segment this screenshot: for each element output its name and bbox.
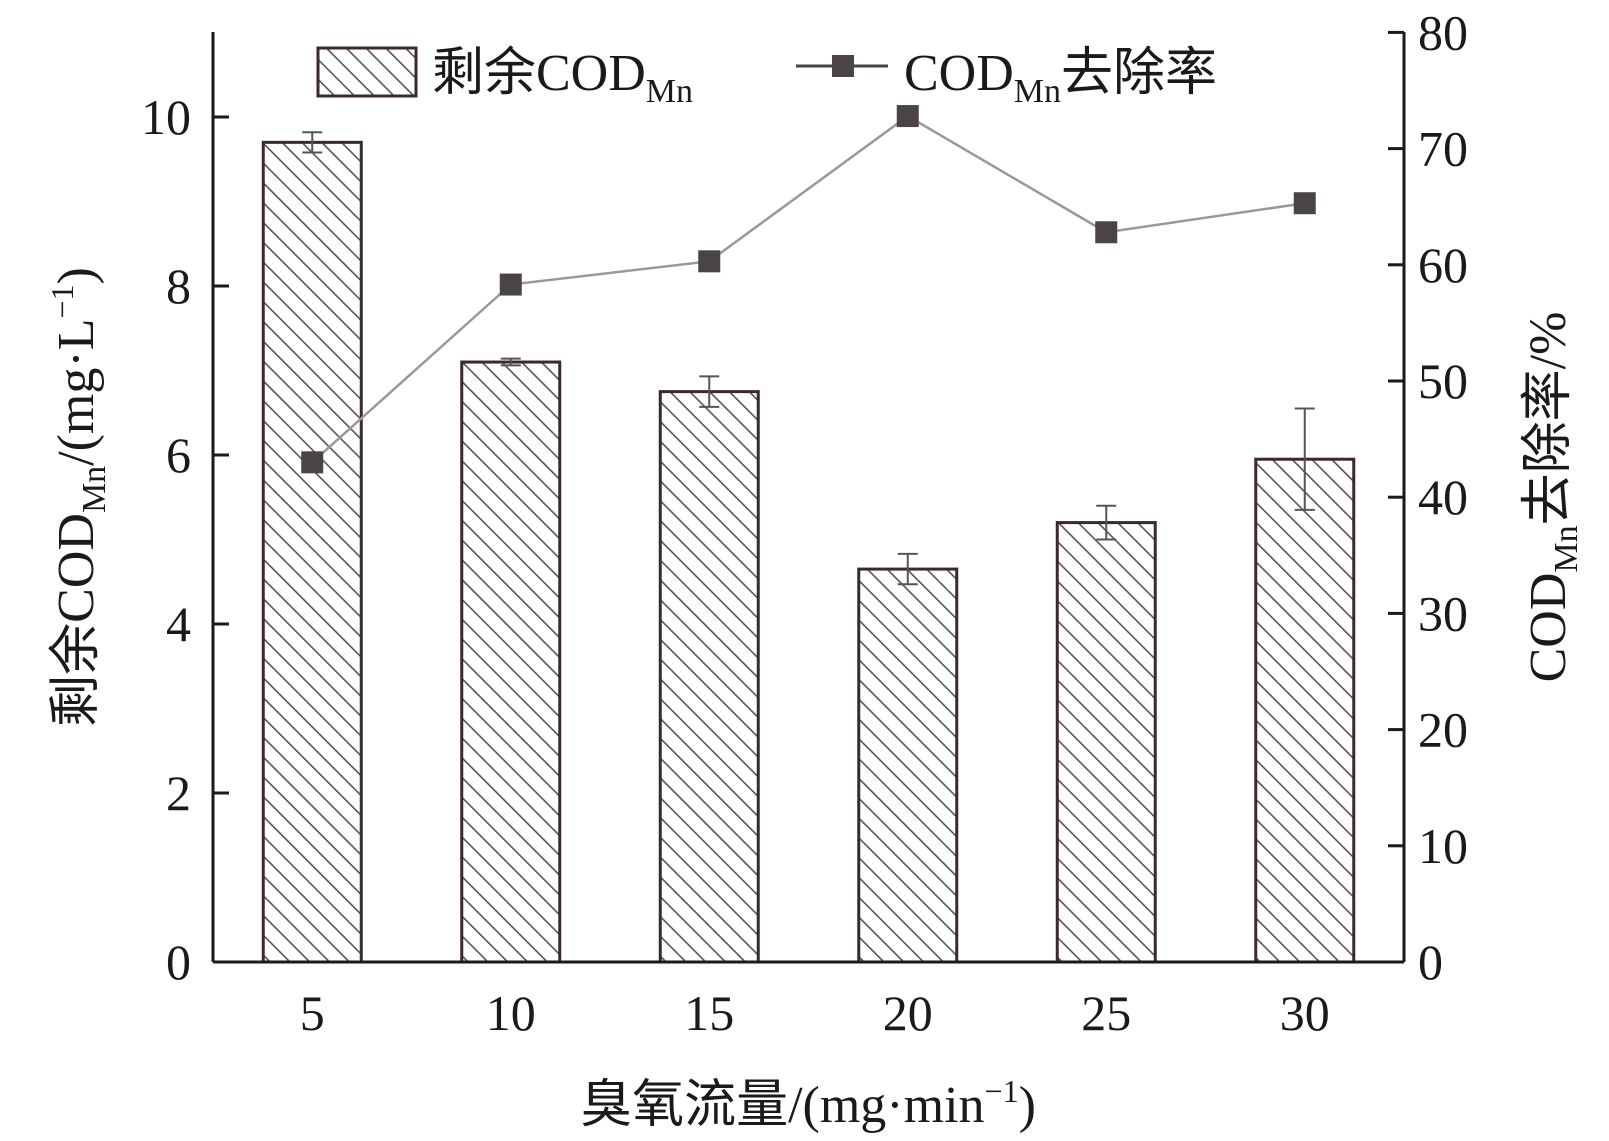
legend: 剩余CODMn CODMn去除率	[316, 45, 1217, 110]
x-tick-label-5: 5	[300, 985, 325, 1041]
bar-10	[460, 360, 562, 964]
legend-line-marker	[832, 55, 854, 77]
bar-30	[1254, 457, 1356, 964]
left-y-axis-title: 剩余CODMn/(mg·L−1)	[44, 267, 113, 727]
bar-5	[261, 140, 363, 964]
bar-series	[261, 140, 1356, 964]
left-tick-label-10: 10	[141, 89, 191, 145]
right-tick-label-80: 80	[1418, 4, 1468, 60]
point-20	[896, 105, 919, 128]
legend-bar-label: 剩余CODMn	[432, 45, 693, 110]
left-tick-label-2: 2	[166, 765, 191, 821]
removal-rate-line	[311, 114, 1305, 464]
right-tick-label-40: 40	[1418, 469, 1468, 525]
point-15	[698, 250, 721, 273]
right-tick-label-70: 70	[1418, 121, 1468, 177]
right-tick-label-10: 10	[1418, 818, 1468, 874]
right-tick-label-0: 0	[1418, 934, 1443, 990]
point-5	[301, 451, 324, 474]
x-tick-label-20: 20	[883, 985, 933, 1041]
line-series	[301, 105, 1316, 474]
point-10	[499, 273, 522, 296]
right-y-axis-title: CODMn去除率/%	[1520, 312, 1585, 683]
bar-15	[658, 390, 760, 964]
error-bars	[302, 131, 1315, 586]
left-tick-label-8: 8	[166, 258, 191, 314]
left-tick-label-0: 0	[166, 934, 191, 990]
right-tick-label-60: 60	[1418, 237, 1468, 293]
left-y-ticks: 0 2 4 6 8 10	[141, 89, 229, 990]
point-25	[1095, 221, 1118, 244]
x-tick-label-30: 30	[1280, 985, 1330, 1041]
left-tick-label-6: 6	[166, 427, 191, 483]
legend-bar-swatch	[316, 46, 418, 98]
right-tick-label-20: 20	[1418, 702, 1468, 758]
bar-20	[857, 567, 959, 964]
point-30	[1293, 192, 1316, 215]
right-tick-label-50: 50	[1418, 353, 1468, 409]
right-y-ticks: 0 10 20 30 40 50 60 70 80	[1388, 4, 1468, 990]
left-tick-label-4: 4	[166, 596, 191, 652]
x-axis-title: 臭氧流量/(mg·min−1)	[580, 1073, 1036, 1134]
right-tick-label-30: 30	[1418, 585, 1468, 641]
bar-25	[1055, 521, 1157, 964]
legend-line-label: CODMn去除率	[904, 45, 1217, 110]
x-ticks: 5 10 15 20 25 30	[300, 985, 1330, 1041]
x-tick-label-25: 25	[1081, 985, 1131, 1041]
x-tick-label-15: 15	[684, 985, 734, 1041]
x-tick-label-10: 10	[486, 985, 536, 1041]
